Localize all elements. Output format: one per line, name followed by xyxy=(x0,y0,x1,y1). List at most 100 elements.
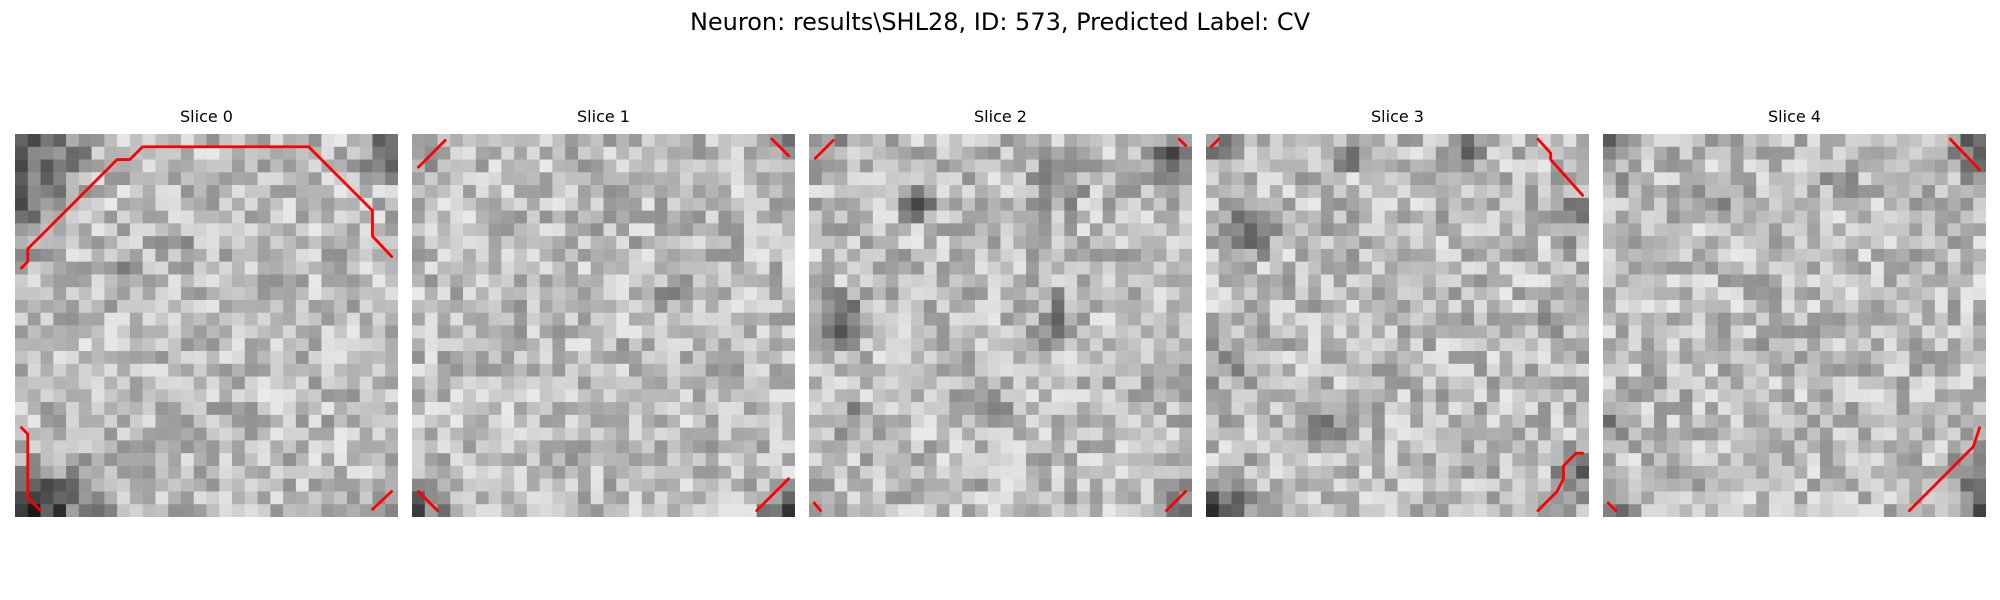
pixel xyxy=(616,351,630,365)
pixel xyxy=(1000,210,1014,224)
pixel xyxy=(1909,210,1923,224)
pixel xyxy=(257,465,271,479)
pixel xyxy=(1499,414,1513,428)
pixel xyxy=(898,312,912,326)
pixel xyxy=(1654,299,1668,313)
pixel xyxy=(1934,159,1948,173)
pixel xyxy=(1320,248,1334,262)
pixel xyxy=(1333,389,1347,403)
pixel xyxy=(872,185,886,199)
pixel xyxy=(1051,274,1065,288)
pixel xyxy=(590,146,604,160)
pixel xyxy=(1960,414,1974,428)
pixel xyxy=(654,427,668,441)
pixel xyxy=(641,197,655,211)
pixel xyxy=(1794,478,1808,492)
pixel xyxy=(1346,134,1360,148)
pixel xyxy=(1794,261,1808,275)
pixel xyxy=(974,287,988,301)
pixel xyxy=(270,491,284,505)
pixel xyxy=(1140,236,1154,250)
pixel xyxy=(514,274,528,288)
pixel xyxy=(898,248,912,262)
pixel xyxy=(1166,236,1180,250)
pixel xyxy=(91,465,105,479)
pixel xyxy=(616,440,630,454)
pixel xyxy=(1308,402,1322,416)
pixel xyxy=(1038,427,1052,441)
pixel xyxy=(66,146,80,160)
pixel xyxy=(1525,389,1539,403)
pixel xyxy=(1499,478,1513,492)
slice-panel-4: Slice 4 xyxy=(1603,106,1986,518)
pixel xyxy=(1026,287,1040,301)
contour-line xyxy=(1177,137,1188,147)
pixel xyxy=(1692,134,1706,148)
pixel xyxy=(129,504,143,517)
pixel xyxy=(1153,197,1167,211)
pixel xyxy=(53,478,67,492)
pixel xyxy=(1128,351,1142,365)
pixel xyxy=(1615,274,1629,288)
pixel xyxy=(1820,414,1834,428)
pixel xyxy=(923,287,937,301)
pixel xyxy=(962,440,976,454)
pixel xyxy=(1820,478,1834,492)
pixel xyxy=(731,376,745,390)
pixel xyxy=(1064,363,1078,377)
pixel xyxy=(974,299,988,313)
pixel xyxy=(1499,248,1513,262)
pixel xyxy=(270,197,284,211)
pixel xyxy=(860,223,874,237)
pixel xyxy=(168,427,182,441)
pixel xyxy=(885,351,899,365)
pixel xyxy=(1179,325,1192,339)
pixel xyxy=(847,248,861,262)
pixel xyxy=(1231,159,1245,173)
pixel xyxy=(1486,248,1500,262)
pixel xyxy=(872,504,886,517)
pixel xyxy=(1474,478,1488,492)
pixel xyxy=(1077,402,1091,416)
pixel xyxy=(705,274,719,288)
pixel xyxy=(1743,159,1757,173)
pixel xyxy=(1858,197,1872,211)
pixel xyxy=(1486,312,1500,326)
pixel xyxy=(1038,299,1052,313)
pixel xyxy=(206,363,220,377)
pixel xyxy=(1896,299,1910,313)
pixel xyxy=(1730,491,1744,505)
pixel xyxy=(1947,465,1961,479)
pixel xyxy=(1179,312,1192,326)
pixel xyxy=(78,325,92,339)
pixel xyxy=(142,338,156,352)
pixel xyxy=(860,261,874,275)
pixel xyxy=(1768,223,1782,237)
pixel xyxy=(475,325,489,339)
pixel xyxy=(949,491,963,505)
pixel xyxy=(206,351,220,365)
pixel xyxy=(463,504,477,517)
pixel xyxy=(1115,363,1129,377)
pixel xyxy=(1717,299,1731,313)
pixel xyxy=(743,363,757,377)
pixel xyxy=(346,223,360,237)
pixel xyxy=(1717,414,1731,428)
pixel xyxy=(1051,299,1065,313)
pixel xyxy=(987,172,1001,186)
pixel xyxy=(923,363,937,377)
pixel xyxy=(1320,134,1334,148)
pixel xyxy=(629,236,643,250)
pixel xyxy=(949,325,963,339)
pixel xyxy=(1832,274,1846,288)
pixel xyxy=(1089,236,1103,250)
pixel xyxy=(1384,351,1398,365)
pixel xyxy=(1423,146,1437,160)
pixel xyxy=(142,185,156,199)
pixel xyxy=(731,351,745,365)
pixel xyxy=(346,491,360,505)
pixel xyxy=(91,210,105,224)
pixel xyxy=(1537,159,1551,173)
pixel xyxy=(1077,427,1091,441)
pixel xyxy=(437,440,451,454)
